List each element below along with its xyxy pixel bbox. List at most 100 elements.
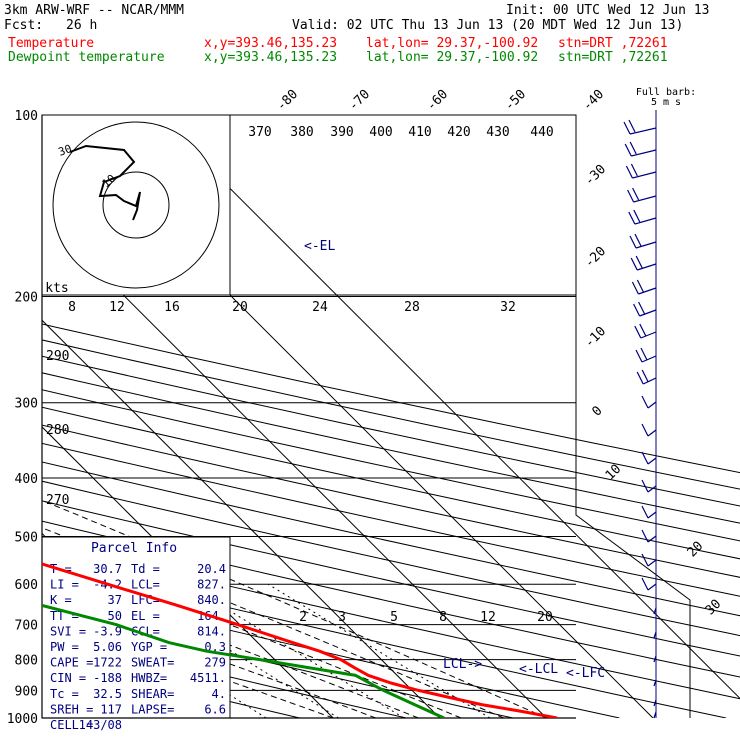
theta-label-inset: 390 — [330, 125, 353, 140]
legend-station: stn=DRT ,72261 — [558, 36, 668, 51]
wind-barb-feather — [640, 347, 648, 361]
wind-barb-feather — [633, 209, 641, 223]
theta-label-inset: 410 — [408, 125, 431, 140]
wind-barb-feather — [635, 255, 643, 269]
parcel-field-value: 840. — [197, 593, 226, 607]
isotherm-label-top: -70 — [346, 87, 373, 114]
isotherm-label-top: -60 — [424, 87, 451, 114]
init-time: Init: 00 UTC Wed 12 Jun 13 — [506, 3, 710, 18]
pressure-tick-label: 800 — [15, 654, 38, 669]
isotherm-label-right: -30 — [582, 162, 609, 189]
parcel-field-name: YGP = — [131, 640, 167, 654]
hodograph-speed-label: 12 — [109, 300, 125, 315]
dewpoint-curve — [42, 603, 445, 718]
mixing-ratio-label: 12 — [480, 610, 496, 625]
wind-barb — [637, 263, 657, 271]
hodograph-speed-label: 32 — [500, 300, 516, 315]
parcel-field-name: LAPSE= — [131, 702, 174, 716]
dry-adiabat — [42, 323, 740, 474]
parcel-field-name: CAPE = — [50, 656, 93, 670]
pressure-tick-label: 200 — [15, 291, 38, 306]
hodograph-speed-label: 8 — [68, 300, 76, 315]
isotherm-label-right: -10 — [582, 324, 609, 351]
wind-barb — [635, 241, 657, 249]
wind-barb — [647, 485, 657, 493]
dry-adiabat — [42, 500, 740, 657]
legend-dewpoint: Dewpoint temperature — [8, 50, 165, 65]
theta-label-inset: 380 — [290, 125, 313, 140]
legend-xy-dew: x,y=393.46,135.23 — [204, 50, 338, 65]
sounding-curves — [42, 562, 558, 718]
parcel-field-value: 143/08 — [79, 718, 122, 732]
mixing-ratio-label: 20 — [537, 610, 553, 625]
hodograph-speed-label: 24 — [312, 300, 328, 315]
inset-frame — [229, 114, 577, 296]
wind-barb-feather — [623, 121, 631, 135]
wind-barb — [653, 631, 657, 639]
wind-barb — [640, 331, 657, 339]
wind-barb — [653, 607, 657, 615]
forecast-hour: 26 h — [66, 18, 98, 33]
hodograph-speed-label: 28 — [404, 300, 420, 315]
parcel-field-value: 4. — [212, 687, 226, 701]
parcel-field-name: SWEAT= — [131, 656, 174, 670]
pressure-tick-label: 400 — [15, 472, 38, 487]
parcel-field-value: 37 — [108, 593, 122, 607]
wind-barb — [647, 401, 657, 409]
wind-barb-feather — [638, 301, 646, 315]
wind-barb — [647, 583, 657, 591]
isotherm-label-right: 20 — [685, 539, 707, 561]
parcel-field-name: Td = — [131, 562, 160, 576]
theta-label-inset: 440 — [530, 125, 553, 140]
theta-label-inset: 370 — [248, 125, 271, 140]
dry-adiabat — [42, 424, 740, 578]
parcel-field-value: 5.06 — [93, 640, 122, 654]
parcel-field-name: HWBZ= — [131, 671, 167, 685]
wind-barb-feather — [633, 303, 641, 317]
wind-barb-feather — [641, 577, 649, 591]
wind-barb — [642, 377, 657, 385]
dry-adiabat — [42, 584, 620, 718]
parcel-field-value: 827. — [197, 578, 226, 592]
parcel-field-value: 30.7 — [93, 562, 122, 576]
parcel-field-value: 117 — [100, 702, 122, 716]
mixing-ratio-label: 8 — [439, 610, 447, 625]
parcel-field-name: EL = — [131, 609, 160, 623]
wind-barb-feather — [628, 211, 636, 225]
hodograph-speed-label: 16 — [164, 300, 180, 315]
wind-barbs: Full barb:5 m s — [623, 87, 696, 719]
legend-temperature: Temperature — [8, 36, 95, 51]
wind-barb-feather — [625, 165, 633, 179]
mixing-ratio-label: 3 — [338, 610, 346, 625]
parcel-field-name: CELL = — [50, 718, 93, 732]
plot-header: 3km ARW-WRF -- NCAR/MMM Init: 00 UTC Wed… — [0, 0, 740, 70]
wind-barb — [638, 287, 657, 295]
hodograph-trace — [69, 144, 141, 221]
theta-inset: 370 380 390 400 410 420 430 440 — [229, 114, 577, 296]
wind-barb — [633, 195, 657, 203]
wind-barb — [632, 171, 657, 179]
wind-barb-feather — [641, 529, 649, 543]
isotherm — [42, 426, 334, 718]
forecast-label: Fcst: — [4, 18, 44, 33]
wind-barb — [653, 711, 657, 719]
wind-barb-feather — [641, 369, 649, 383]
barb-legend-text: 5 m s — [651, 97, 681, 108]
mixing-ratio-label: 2 — [299, 610, 307, 625]
pressure-tick-label: 900 — [15, 684, 38, 699]
wind-barb-feather — [641, 451, 649, 465]
isotherm — [0, 115, 13, 718]
wind-barb-feather — [639, 323, 647, 337]
parcel-field-name: CIN = — [50, 671, 86, 685]
parcel-field-value: 1722 — [93, 656, 122, 670]
theta-label-left: 290 — [46, 349, 69, 364]
axes — [41, 115, 576, 719]
parcel-field-name: SHEAR= — [131, 687, 174, 701]
dry-adiabat — [42, 461, 740, 617]
parcel-field-value: -3.9 — [93, 624, 122, 638]
isotherm — [156, 115, 740, 700]
legend-station-dew: stn=DRT ,72261 — [558, 50, 668, 65]
pressure-tick-label: 1000 — [7, 712, 38, 727]
